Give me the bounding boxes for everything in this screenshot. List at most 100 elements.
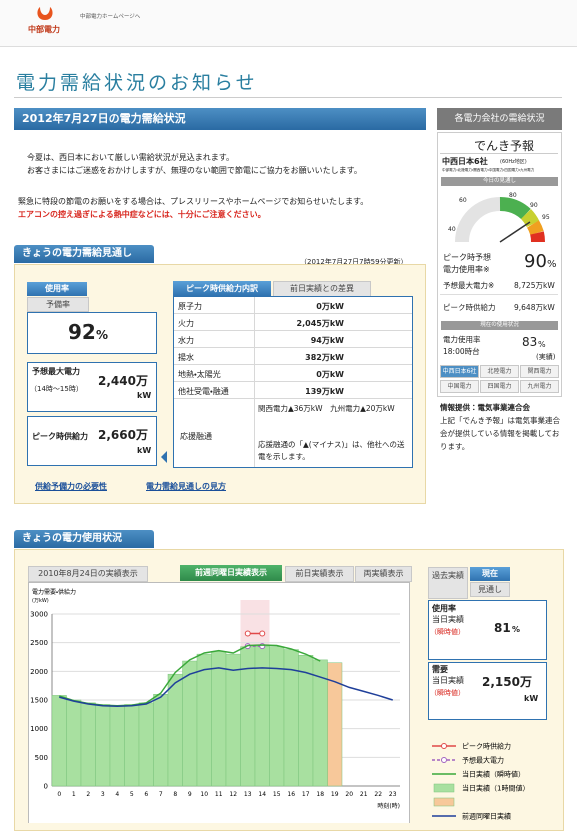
- label: 電力使用率: [443, 335, 481, 344]
- home-link[interactable]: 中部電力ホームページへ: [80, 14, 141, 20]
- bar: [327, 662, 343, 787]
- company-button[interactable]: 四国電力: [480, 380, 519, 393]
- row-label: 原子力: [178, 302, 202, 311]
- logo-icon: [37, 7, 53, 20]
- x-tick-label: 4: [115, 791, 119, 798]
- row-value: 139万kW: [305, 387, 344, 396]
- bar: [153, 694, 169, 787]
- x-tick-label: 14: [258, 791, 266, 798]
- tab[interactable]: 2010年8月24日の実績表示: [28, 566, 148, 582]
- x-tick-label: 5: [130, 791, 134, 798]
- value: 2,660万: [98, 428, 148, 442]
- companies: 中部電力・北陸電力・関西電力・中国電力・四国電力・九州電力: [442, 168, 535, 172]
- peak-rate: 90: [524, 251, 547, 272]
- y-tick-label: 2500: [30, 639, 48, 647]
- chart-frame: [28, 582, 410, 823]
- notice-line: 今夏は、西日本において厳しい需給状況が見込まれます。: [27, 153, 234, 162]
- legend-label: 当日実績（1時間値）: [462, 784, 529, 793]
- x-tick-label: 1: [72, 791, 76, 798]
- gauge-label: 40: [448, 226, 456, 233]
- link[interactable]: 電力需給見通しの見方: [146, 482, 226, 491]
- company-button[interactable]: 中西日本6社: [440, 365, 479, 378]
- tab[interactable]: 前週同曜日実績表示: [180, 565, 282, 581]
- row-value: 382万kW: [305, 353, 344, 362]
- row-value: 0万kW: [316, 370, 344, 379]
- unit: %: [512, 625, 521, 634]
- title-rule: [14, 97, 562, 98]
- row-label: 地熱・太陽光: [178, 370, 221, 379]
- company-button[interactable]: 中国電力: [440, 380, 479, 393]
- point: [244, 630, 251, 637]
- bar: [211, 651, 227, 787]
- logo-text[interactable]: 中部電力: [28, 25, 60, 34]
- tab[interactable]: 両実績表示: [355, 566, 412, 582]
- row-label: 応援融通: [180, 432, 212, 441]
- gauge-label: 60: [459, 197, 467, 204]
- label: 当日実績: [432, 615, 464, 624]
- legend-label: 前週同曜日実績: [462, 812, 511, 821]
- x-tick-label: 8: [173, 791, 177, 798]
- tab[interactable]: 過去実績: [428, 567, 468, 599]
- bar: [66, 699, 82, 787]
- company-button[interactable]: 関西電力: [520, 365, 559, 378]
- x-axis-title: 時刻(時): [377, 802, 400, 810]
- peak-rate-unit: %: [547, 259, 557, 270]
- legend-swatch: [433, 783, 455, 793]
- demand-box: [428, 662, 547, 720]
- y-tick-label: 1000: [30, 725, 48, 733]
- bar: [95, 704, 111, 787]
- today: 今日の見通し: [441, 177, 558, 186]
- label: 予想最大電力: [32, 367, 80, 376]
- unit: kW: [137, 391, 152, 400]
- row-value: 0万kW: [316, 302, 344, 311]
- tab[interactable]: ピーク時供給力内訳: [173, 281, 271, 296]
- tab[interactable]: 前日実績表示: [285, 566, 354, 582]
- date-heading: 2012年7月27日の電力需給状況: [14, 108, 426, 130]
- x-tick-label: 6: [144, 791, 148, 798]
- row-value: 94万kW: [310, 336, 344, 345]
- bar: [109, 705, 125, 787]
- point: [259, 630, 266, 637]
- link[interactable]: 供給予備力の必要性: [35, 482, 107, 491]
- bar: [167, 673, 183, 787]
- x-tick-label: 22: [374, 791, 382, 798]
- company-button[interactable]: 北陸電力: [480, 365, 519, 378]
- breakdown-table: 原子力 0万kW 火力 2,045万kW 水力 94万kW 揚水 382万kW 地熱・太陽光 0万…: [173, 296, 413, 468]
- usage-chart: 電力需要・供給力(万kW)時刻(時)0500100015002000250030…: [28, 582, 410, 823]
- region: 中西日本6社: [442, 157, 488, 166]
- tab[interactable]: 前日実績との差異: [273, 281, 371, 297]
- bar: [182, 660, 198, 787]
- x-tick-label: 9: [188, 791, 192, 798]
- legend-marker: [441, 743, 447, 749]
- tab[interactable]: 使用率: [27, 282, 87, 296]
- rule: [440, 153, 558, 154]
- legend-label: ピーク時供給力: [462, 742, 511, 751]
- x-tick-label: 7: [159, 791, 163, 798]
- legend-marker: [441, 757, 447, 763]
- label: ピーク時予想: [443, 253, 491, 262]
- x-tick-label: 17: [302, 791, 310, 798]
- y-axis-title: 電力需要・供給力: [32, 588, 76, 596]
- table-row: [174, 314, 412, 331]
- tab[interactable]: 予備率: [27, 297, 89, 312]
- usage-unit: %: [538, 340, 546, 349]
- row-label: 他社受電・融通: [178, 387, 229, 396]
- x-tick-label: 13: [244, 791, 252, 798]
- value: 8,725万kW: [514, 281, 555, 290]
- peak-supply-box: [27, 416, 157, 466]
- support-detail: 関西電力▲36万kW 九州電力▲20万kW: [258, 404, 395, 413]
- value: 2,440万: [98, 374, 148, 388]
- unit: kW: [524, 694, 539, 703]
- y-tick-label: 1500: [30, 697, 48, 705]
- company-button[interactable]: 九州電力: [520, 380, 559, 393]
- tab[interactable]: 見通し: [470, 582, 510, 597]
- value: 81: [494, 621, 511, 635]
- bar: [298, 655, 314, 787]
- gauge-label: 90: [530, 202, 538, 209]
- source-note: 上記「でんき予報」は電気事業連合会が提供している情報を掲載しております。: [440, 416, 560, 451]
- usage-note: (実績): [536, 353, 556, 361]
- page-title: 電力需給状況のお知らせ: [16, 72, 258, 94]
- tab[interactable]: 現在: [470, 567, 510, 581]
- bar: [196, 653, 212, 787]
